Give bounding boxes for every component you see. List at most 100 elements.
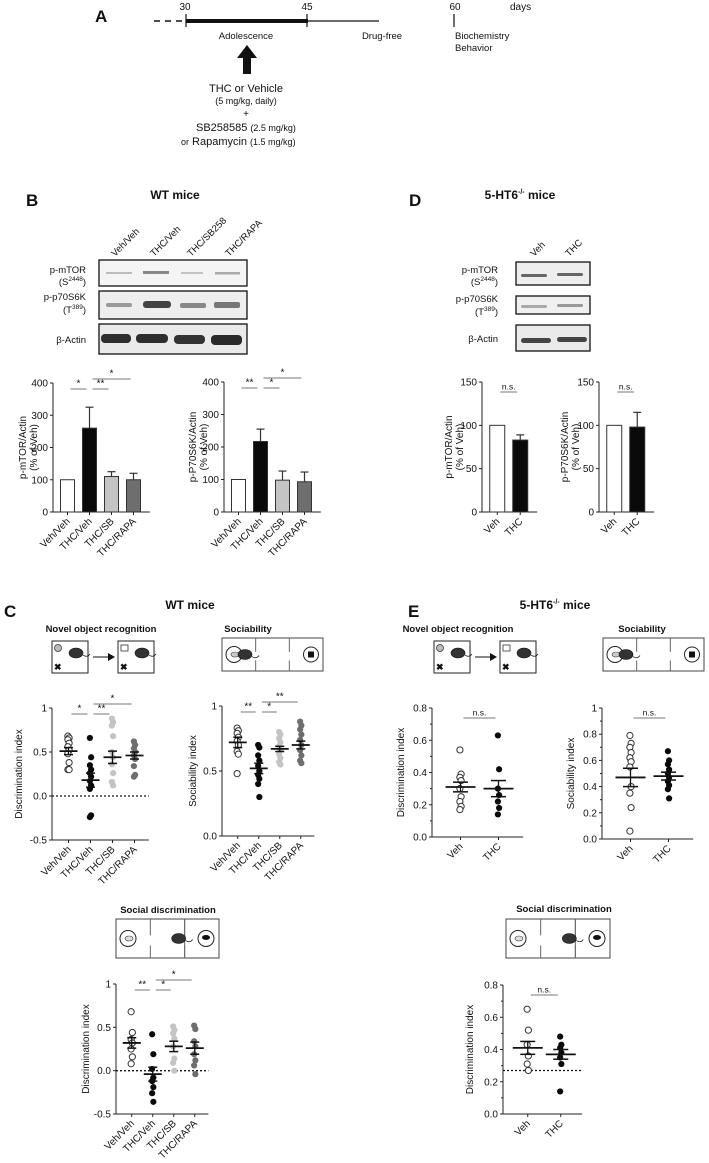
y-tick-label: 400 <box>31 379 48 390</box>
y-axis-label-unit: (% of Veh) <box>455 424 466 471</box>
chart-e3: 0.0 0.2 0.4 0.6 0.8 Discrimination index Veh TH… <box>465 981 583 1141</box>
test-title-social-discrimination: Social discrimination <box>516 904 612 915</box>
y-tick-label: 100 <box>460 421 477 432</box>
y-axis-label: p-P70S6K/Actin <box>560 412 571 483</box>
phase-adolescence: Adolescence <box>219 31 273 42</box>
row-label-p-mtor-site: (S2448) <box>471 276 498 288</box>
bar-veh-veh <box>60 479 75 513</box>
x-tick-label: THC <box>481 841 503 863</box>
arrow-icon <box>490 653 497 661</box>
arrow-icon <box>108 653 115 661</box>
panel-letter-b: B <box>26 191 38 210</box>
data-point <box>127 1008 135 1016</box>
social-discrimination-schematic <box>505 918 611 959</box>
sociability-schematic <box>602 637 705 672</box>
data-point <box>234 750 242 758</box>
significance-label: n.s. <box>473 708 487 718</box>
y-tick-label: 1 <box>105 980 111 991</box>
y-axis-label-unit: (% of Veh) <box>571 424 582 471</box>
data-point <box>496 766 503 773</box>
endpoint-behavior: Behavior <box>455 43 493 54</box>
y-tick-label: 0.5 <box>97 1023 111 1034</box>
treatment-sb: SB258585 (2.5 mg/kg) <box>196 122 296 134</box>
significance-label: ** <box>97 379 105 390</box>
y-tick-label: 200 <box>202 443 219 454</box>
y-tick-label: 400 <box>202 378 219 389</box>
treatment-plus: + <box>243 109 249 120</box>
data-point <box>192 1057 199 1064</box>
panel-letter-d: D <box>409 191 421 210</box>
data-point <box>256 775 263 782</box>
bar-veh <box>489 424 506 513</box>
panel-d-blots: D 5-HT6-/- mice Veh THC p-mTOR (S2448) p… <box>409 188 591 352</box>
data-point <box>65 758 73 767</box>
data-point <box>130 762 137 770</box>
y-tick-label: 0.0 <box>413 833 427 844</box>
mouse-icon <box>618 649 634 660</box>
row-label-p-p70s6k-site: (T389) <box>475 306 498 318</box>
panel-d-title: 5-HT6-/- mice <box>485 188 556 202</box>
data-point <box>557 1033 564 1040</box>
familiar-object-icon <box>54 644 62 652</box>
panel-b-title: WT mice <box>150 188 200 202</box>
data-point <box>65 766 73 774</box>
familiar-object-icon <box>436 644 444 652</box>
data-point <box>456 746 464 754</box>
data-point <box>524 1066 532 1075</box>
data-point <box>149 1090 156 1097</box>
y-axis-label: p-mTOR/Actin <box>18 416 29 479</box>
significance-label: * <box>270 378 274 389</box>
chart-d2: 0 50 100 150 p-P70S6K/Actin (% of Veh) Veh THC n… <box>560 378 655 539</box>
y-axis-label-unit: (% of Veh) <box>29 424 40 471</box>
data-point <box>170 1030 177 1037</box>
row-label-p-p70s6k-site: (T389) <box>63 304 86 316</box>
data-point <box>149 1031 156 1038</box>
x-tick-label: Veh <box>513 1118 533 1138</box>
data-point <box>558 1060 565 1068</box>
y-axis-label: Discrimination index <box>396 728 407 817</box>
lane-label: THC/Veh <box>148 224 183 259</box>
data-point <box>171 1035 178 1042</box>
data-point <box>256 793 263 801</box>
object-icon: ✖ <box>436 662 444 672</box>
data-point <box>298 731 305 738</box>
y-tick-label: 0.2 <box>413 800 427 811</box>
panel-e-title: 5-HT6-/- mice <box>520 598 591 612</box>
y-axis-label: Discrimination index <box>81 1004 92 1093</box>
panel-letter-c: C <box>4 602 16 621</box>
y-axis-label: Sociability index <box>566 738 577 810</box>
sociability-schematic <box>221 637 324 672</box>
bar-thc-rapa <box>126 479 141 513</box>
panel-c-title: WT mice <box>165 598 215 612</box>
novel-object-icon <box>502 644 511 652</box>
treatment-rapa: or Rapamycin (1.5 mg/kg) <box>181 136 296 148</box>
bar-veh <box>606 424 623 513</box>
test-title-sociability: Sociability <box>224 624 272 635</box>
data-point <box>627 803 635 812</box>
x-tick-label: THC <box>651 843 673 865</box>
blot-p-p70s6k <box>515 295 591 315</box>
chart-e2: 0.0 0.2 0.4 0.6 0.8 1 Sociability index Veh THC n… <box>566 704 694 866</box>
data-point <box>664 786 672 793</box>
y-tick-label: 0.6 <box>484 1013 498 1024</box>
data-point <box>557 1088 564 1095</box>
data-point <box>664 761 672 768</box>
data-point <box>524 1026 532 1034</box>
data-point <box>523 1060 531 1068</box>
significance-label: * <box>281 368 285 379</box>
treatment-line-1: THC or Vehicle <box>209 83 283 95</box>
lane-label: THC/RAPA <box>223 217 265 259</box>
y-axis-label: Sociability index <box>188 735 199 807</box>
data-point <box>626 827 634 835</box>
chart-e1: 0.0 0.2 0.4 0.6 0.8 Discrimination index Veh TH… <box>396 704 524 864</box>
y-axis-label: Discrimination index <box>14 729 25 818</box>
data-point <box>171 1067 178 1074</box>
data-point <box>494 732 501 739</box>
x-tick-label: Veh <box>482 516 502 536</box>
endpoint-biochemistry: Biochemistry <box>455 31 510 42</box>
y-tick-label: 0.0 <box>97 1066 111 1077</box>
